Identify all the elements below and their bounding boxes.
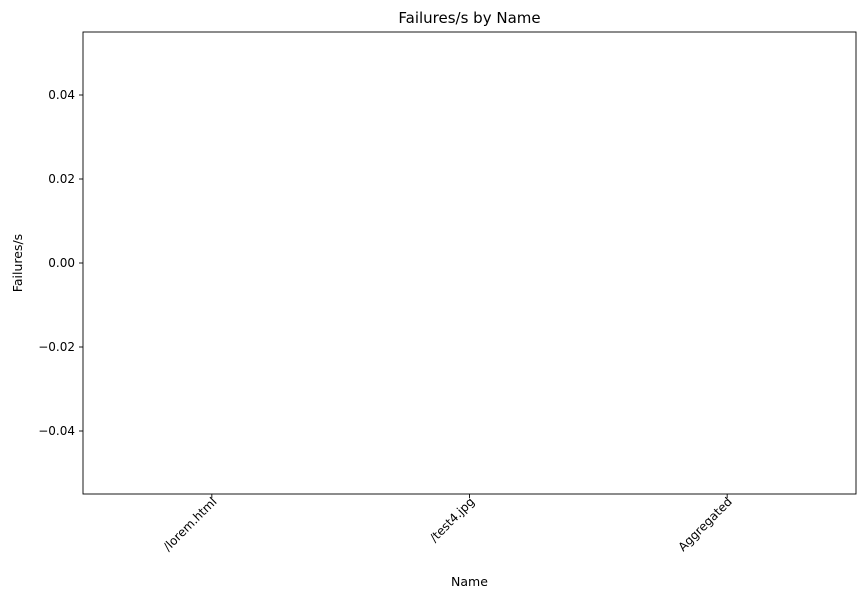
y-tick-label: 0.02 xyxy=(48,172,75,186)
y-axis: 0.04 0.02 0.00 −0.02 −0.04 xyxy=(38,88,83,438)
y-tick-label: 0.00 xyxy=(48,256,75,270)
chart-title: Failures/s by Name xyxy=(398,9,540,27)
y-tick-label: 0.04 xyxy=(48,88,75,102)
x-axis-label: Name xyxy=(451,574,488,589)
y-tick-label: −0.04 xyxy=(38,424,75,438)
y-tick-label: −0.02 xyxy=(38,340,75,354)
y-axis-label: Failures/s xyxy=(10,234,25,292)
